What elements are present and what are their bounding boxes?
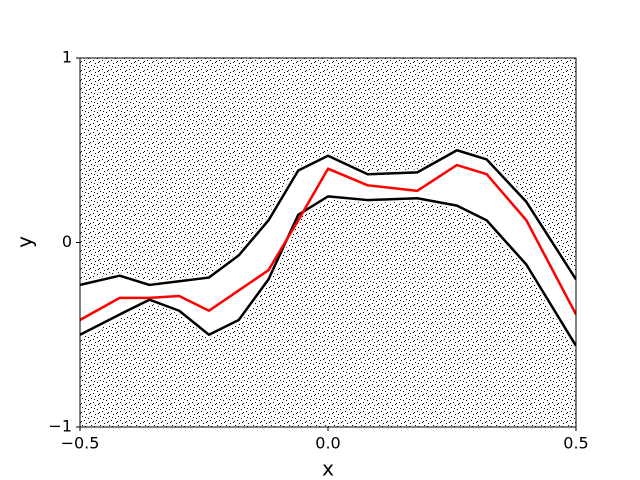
y-axis-label: y: [13, 236, 37, 248]
x-tick-label: −0.5: [61, 434, 100, 453]
plot-area: [80, 147, 576, 352]
x-tick-label: 0.5: [563, 434, 588, 453]
curve: [80, 163, 576, 322]
x-axis-label: x: [322, 457, 334, 480]
y-tick-label: 0: [62, 232, 72, 251]
scatter-texture: [80, 58, 576, 427]
curve: [80, 149, 576, 287]
y-tick-label: −1: [48, 417, 72, 436]
x-tick-label: 0.0: [315, 434, 340, 453]
curve: [80, 195, 576, 347]
y-tick-label: 1: [62, 48, 72, 67]
